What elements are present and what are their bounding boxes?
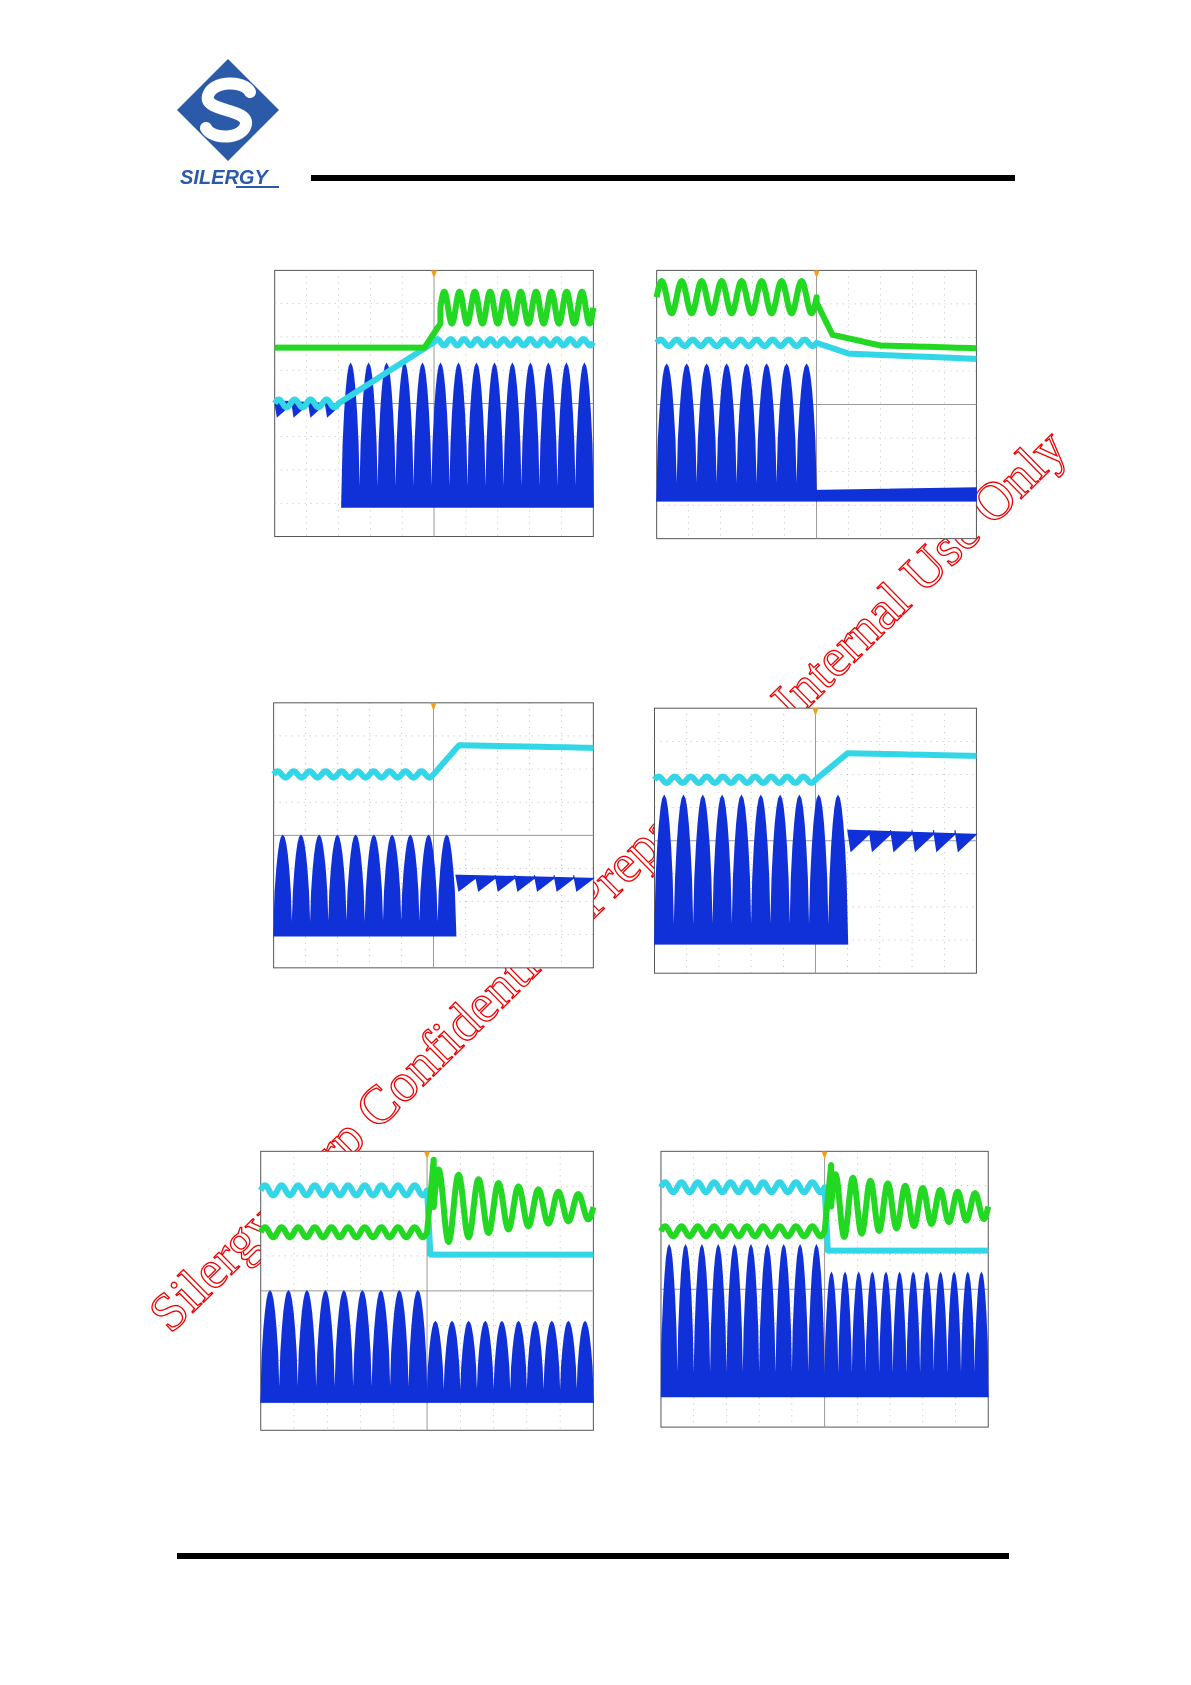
trigger-marker xyxy=(431,270,438,279)
logo: SILERGY xyxy=(177,59,279,189)
logo-s xyxy=(200,77,256,143)
scope-trace xyxy=(653,278,977,352)
scope-panel xyxy=(271,702,595,969)
scope-trace-fill xyxy=(426,1320,594,1403)
scope-panel xyxy=(653,269,977,540)
scope-trace xyxy=(272,336,596,411)
scope-trace-fill xyxy=(847,829,978,853)
scope-trace xyxy=(258,1182,594,1258)
trigger-marker xyxy=(812,708,819,717)
scope-trace xyxy=(652,750,977,786)
scope-panel xyxy=(258,1150,597,1431)
scope-trace xyxy=(654,336,977,362)
scope-panel xyxy=(272,269,597,537)
scope-trace xyxy=(271,742,594,781)
scope-trace-fill xyxy=(260,1289,428,1403)
scope-trace-fill xyxy=(824,1271,989,1398)
scope-trace-fill xyxy=(653,794,849,945)
scope-panel xyxy=(652,707,978,974)
scope-trace-fill xyxy=(660,1243,826,1398)
scope-trace xyxy=(258,1156,597,1245)
scope-trace-fill xyxy=(816,487,977,502)
trigger-marker xyxy=(424,1151,431,1160)
trigger-marker xyxy=(821,1151,828,1160)
scope-trace xyxy=(658,1162,992,1240)
scope-trace xyxy=(658,1179,989,1254)
scope-trace xyxy=(274,288,597,351)
scope-trace-fill xyxy=(656,363,818,502)
scope-trace-fill xyxy=(273,834,457,937)
trigger-marker xyxy=(813,270,820,279)
scope-trace-fill xyxy=(455,874,595,892)
scope-panel xyxy=(658,1150,992,1428)
logo-text: SILERGY xyxy=(180,167,269,189)
trigger-marker xyxy=(430,702,437,711)
scope-panels xyxy=(258,269,992,1431)
